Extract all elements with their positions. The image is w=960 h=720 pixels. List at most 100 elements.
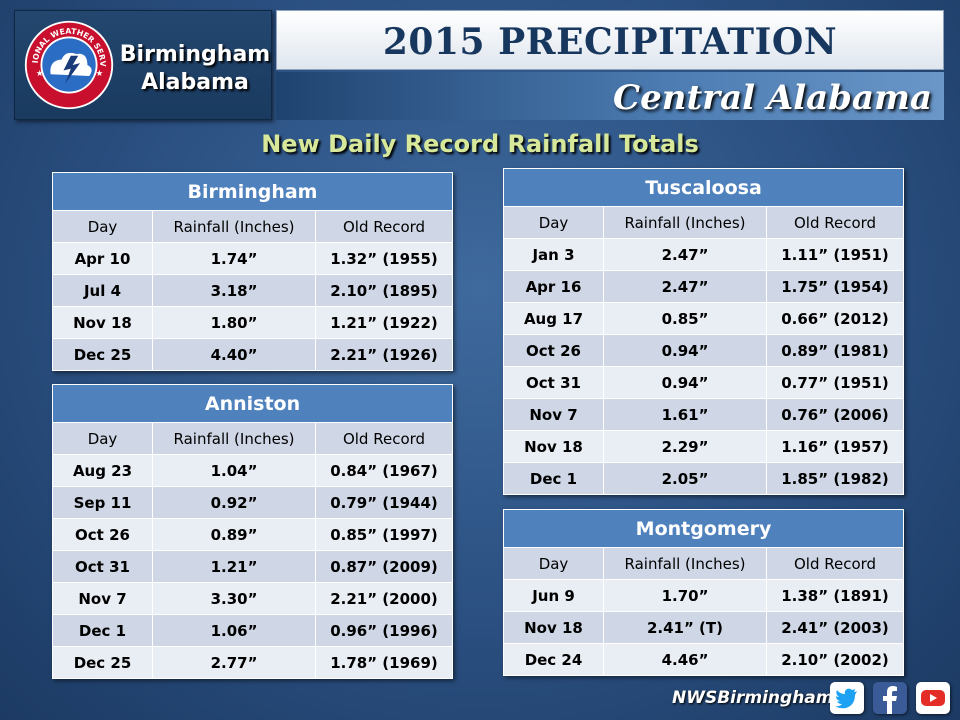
cell-old-record: 2.21” (1926) [314,338,454,371]
table-row: Oct 26 0.94” 0.89” (1981) [503,334,905,367]
cell-rainfall: 1.21” [152,550,316,583]
subtitle-bar: Central Alabama [276,72,944,120]
table-row: Oct 31 1.21” 0.87” (2009) [52,550,454,583]
cell-rainfall: 1.61” [603,398,767,431]
header-logo-panel: NATIONAL WEATHER SERVICE ★ ★ Birmingham … [14,10,272,120]
svg-text:★: ★ [36,69,43,78]
cell-day: Aug 17 [503,302,604,335]
cell-day: Nov 18 [52,306,153,339]
column-header-old-record: Old Record [314,210,454,243]
column-header-row: Day Rainfall (Inches) Old Record [52,210,454,243]
cell-old-record: 0.89” (1981) [765,334,905,367]
cell-old-record: 1.16” (1957) [765,430,905,463]
cell-day: Oct 26 [503,334,604,367]
cell-old-record: 0.76” (2006) [765,398,905,431]
table-row: Oct 26 0.89” 0.85” (1997) [52,518,454,551]
cell-day: Dec 25 [52,338,153,371]
nws-logo: NATIONAL WEATHER SERVICE ★ ★ [23,19,114,110]
cell-old-record: 1.85” (1982) [765,462,905,495]
cell-old-record: 0.66” (2012) [765,302,905,335]
section-heading: New Daily Record Rainfall Totals [261,130,699,158]
cell-rainfall: 1.80” [152,306,316,339]
cell-day: Oct 26 [52,518,153,551]
cell-old-record: 1.75” (1954) [765,270,905,303]
table-row: Nov 7 3.30” 2.21” (2000) [52,582,454,615]
column-header-day: Day [52,422,153,455]
table-row: Jun 9 1.70” 1.38” (1891) [503,579,905,612]
column-header-rainfall: Rainfall (Inches) [603,547,767,580]
table-city-name: Montgomery [502,509,905,548]
title-bar: 2015 PRECIPITATION EXTREMES [276,10,944,125]
cell-day: Dec 25 [52,646,153,679]
cell-rainfall: 0.94” [603,334,767,367]
cell-rainfall: 1.04” [152,454,316,487]
cell-day: Apr 10 [52,242,153,275]
cell-old-record: 0.77” (1951) [765,366,905,399]
table-row: Aug 17 0.85” 0.66” (2012) [503,302,905,335]
column-header-old-record: Old Record [314,422,454,455]
cell-day: Dec 24 [503,643,604,676]
cell-rainfall: 4.40” [152,338,316,371]
table-row: Oct 31 0.94” 0.77” (1951) [503,366,905,399]
cell-old-record: 1.32” (1955) [314,242,454,275]
cell-rainfall: 0.92” [152,486,316,519]
cell-day: Oct 31 [503,366,604,399]
cell-day: Nov 18 [503,611,604,644]
table-row: Nov 18 2.41” (T) 2.41” (2003) [503,611,905,644]
column-header-day: Day [503,547,604,580]
twitter-icon[interactable] [830,682,864,714]
column-header-day: Day [52,210,153,243]
office-city-line2: Alabama [141,70,249,95]
cell-day: Jun 9 [503,579,604,612]
cell-rainfall: 0.94” [603,366,767,399]
table-row: Jan 3 2.47” 1.11” (1951) [503,238,905,271]
birmingham-table: Birmingham Day Rainfall (Inches) Old Rec… [51,172,454,371]
table-row: Dec 25 4.40” 2.21” (1926) [52,338,454,371]
cell-day: Nov 7 [52,582,153,615]
table-row: Nov 18 2.29” 1.16” (1957) [503,430,905,463]
social-handle[interactable]: NWSBirmingham [672,688,834,708]
cell-rainfall: 0.85” [603,302,767,335]
main-title: 2015 PRECIPITATION EXTREMES [382,21,838,125]
column-header-old-record: Old Record [765,206,905,239]
cell-old-record: 0.87” (2009) [314,550,454,583]
table-row: Dec 24 4.46” 2.10” (2002) [503,643,905,676]
table-row: Apr 16 2.47” 1.75” (1954) [503,270,905,303]
cell-rainfall: 1.06” [152,614,316,647]
office-city-name: Birmingham Alabama [117,41,273,97]
cell-rainfall: 3.30” [152,582,316,615]
cell-rainfall: 2.47” [603,238,767,271]
cell-old-record: 2.21” (2000) [314,582,454,615]
facebook-icon[interactable] [873,682,907,714]
cell-old-record: 0.79” (1944) [314,486,454,519]
cell-old-record: 1.11” (1951) [765,238,905,271]
cell-old-record: 2.10” (1895) [314,274,454,307]
column-header-old-record: Old Record [765,547,905,580]
table-row: Dec 1 2.05” 1.85” (1982) [503,462,905,495]
table-row: Sep 11 0.92” 0.79” (1944) [52,486,454,519]
column-header-row: Day Rainfall (Inches) Old Record [503,206,905,239]
column-header-row: Day Rainfall (Inches) Old Record [52,422,454,455]
cell-rainfall: 1.74” [152,242,316,275]
cell-day: Aug 23 [52,454,153,487]
cell-old-record: 1.38” (1891) [765,579,905,612]
column-header-rainfall: Rainfall (Inches) [152,210,316,243]
table-row: Apr 10 1.74” 1.32” (1955) [52,242,454,275]
cell-old-record: 1.78” (1969) [314,646,454,679]
cell-day: Nov 18 [503,430,604,463]
table-city-name: Anniston [51,384,454,423]
cell-rainfall: 2.77” [152,646,316,679]
svg-text:★: ★ [96,69,103,78]
youtube-icon[interactable] [916,682,950,714]
office-city-line1: Birmingham [119,42,271,67]
cell-rainfall: 1.70” [603,579,767,612]
cell-old-record: 1.21” (1922) [314,306,454,339]
column-header-row: Day Rainfall (Inches) Old Record [503,547,905,580]
montgomery-table: Montgomery Day Rainfall (Inches) Old Rec… [502,509,905,676]
cell-old-record: 0.84” (1967) [314,454,454,487]
column-header-rainfall: Rainfall (Inches) [152,422,316,455]
cell-day: Dec 1 [52,614,153,647]
cell-day: Jul 4 [52,274,153,307]
cell-rainfall: 2.05” [603,462,767,495]
cell-old-record: 2.41” (2003) [765,611,905,644]
